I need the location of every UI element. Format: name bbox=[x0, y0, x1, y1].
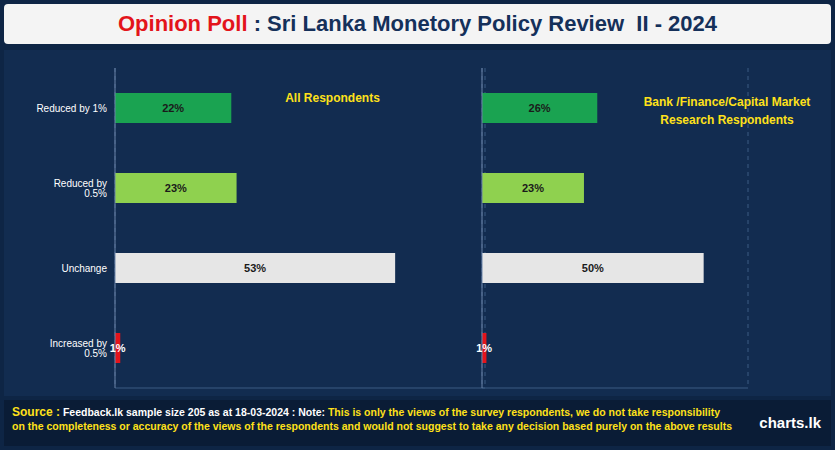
svg-text:1%: 1% bbox=[110, 342, 126, 354]
svg-text:22%: 22% bbox=[162, 102, 184, 114]
html-text:Source : Feedback.lk sample si: Source : Feedback.lk sample size 205 as … bbox=[12, 405, 732, 432]
html-text:charts.lk: charts.lk bbox=[759, 414, 821, 431]
svg-text:Increased by0.5%: Increased by0.5% bbox=[50, 338, 107, 359]
svg-text:23%: 23% bbox=[522, 182, 544, 194]
svg-text:26%: 26% bbox=[529, 102, 551, 114]
svg-text:23%: 23% bbox=[165, 182, 187, 194]
svg-text:Reduced by 1%: Reduced by 1% bbox=[36, 103, 107, 114]
svg-text:Reduced by0.5%: Reduced by0.5% bbox=[54, 178, 107, 199]
svg-text:Unchange: Unchange bbox=[61, 263, 107, 274]
html-text:Opinion Poll: Sri Lanka Moneto: Opinion Poll: Sri Lanka Monetory Policy … bbox=[118, 11, 717, 36]
svg-text:53%: 53% bbox=[244, 262, 266, 274]
svg-text:1%: 1% bbox=[476, 342, 492, 354]
html-text:Bank /Finance/Capital Market R: Bank /Finance/Capital Market Research Re… bbox=[643, 95, 811, 127]
html-text:All Respondents: All Respondents bbox=[285, 91, 380, 105]
svg-text:50%: 50% bbox=[582, 262, 604, 274]
